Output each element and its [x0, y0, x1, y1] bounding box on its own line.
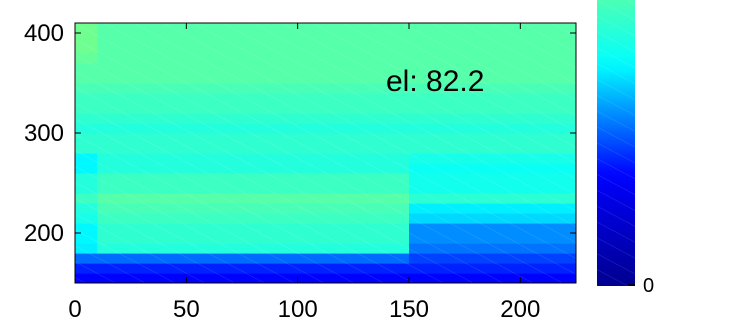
x-tick-label: 150	[389, 296, 429, 323]
x-tick-label: 200	[500, 296, 540, 323]
x-tick-label: 100	[278, 296, 318, 323]
y-axis: 200 300 400	[24, 20, 576, 247]
x-axis: 0 50 100 150 200	[68, 23, 540, 323]
elevation-annotation: el: 82.2	[386, 65, 484, 98]
y-tick-label: 400	[24, 20, 64, 47]
colorbar-tick-label: 0	[643, 275, 654, 297]
x-tick-label: 0	[68, 296, 81, 323]
colorbar-ticks: 0500	[628, 275, 654, 297]
hatch-overlay	[75, 23, 576, 283]
y-tick-label: 300	[24, 120, 64, 147]
plot-frame	[74, 22, 577, 284]
y-tick-label: 200	[24, 220, 64, 247]
x-tick-label: 50	[173, 296, 200, 323]
colorbar-hatch	[597, 0, 635, 286]
colorbar: 0500	[597, 0, 654, 297]
